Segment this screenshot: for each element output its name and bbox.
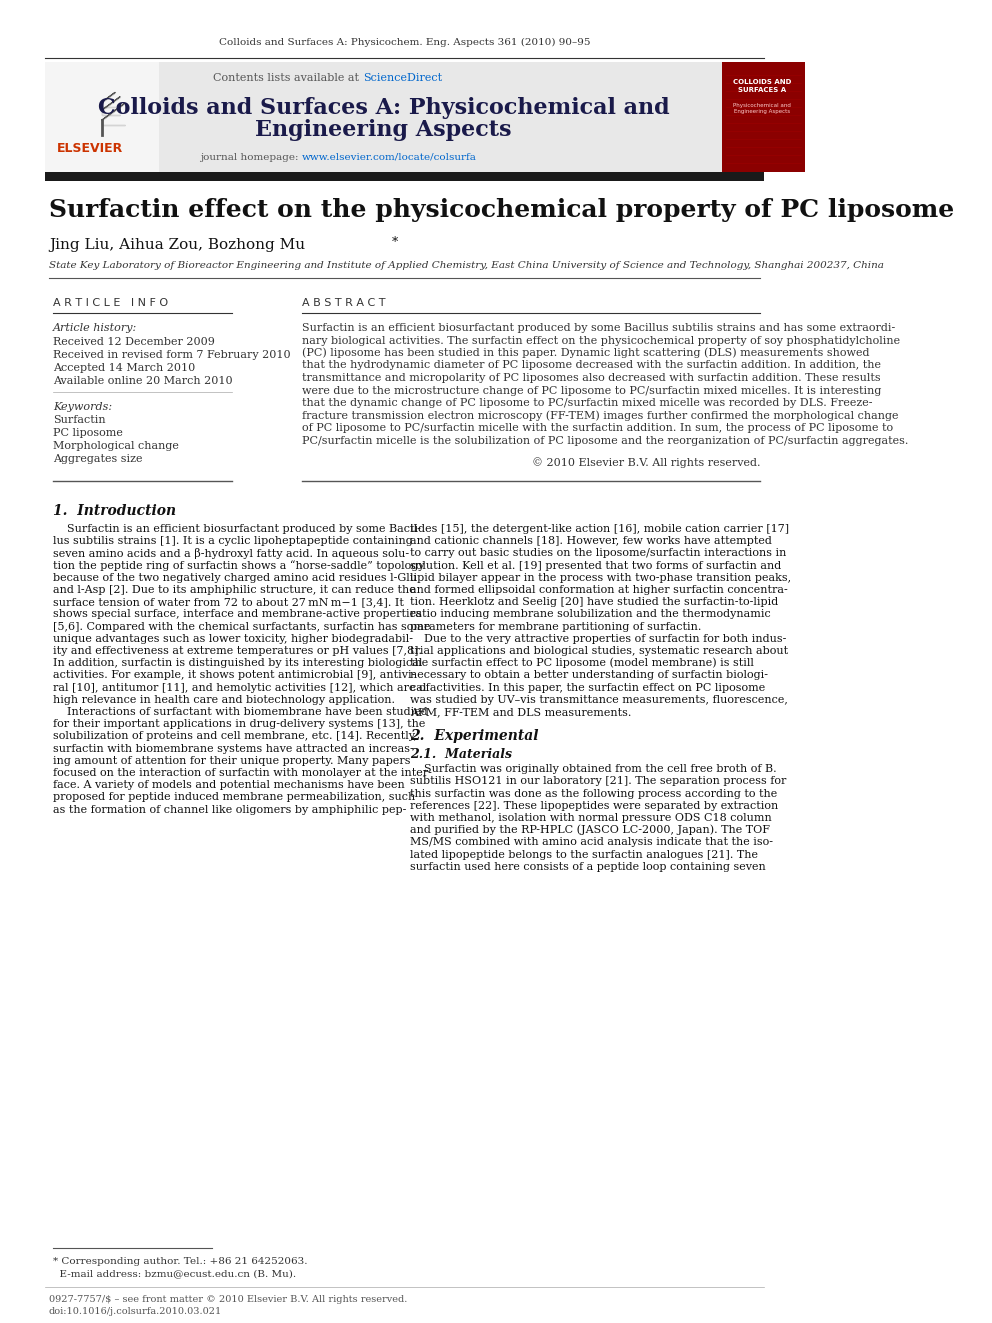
Text: Due to the very attractive properties of surfactin for both indus-: Due to the very attractive properties of…	[411, 634, 787, 644]
Text: Interactions of surfactant with biomembrane have been studied: Interactions of surfactant with biomembr…	[53, 706, 428, 717]
Text: solubilization of proteins and cell membrane, etc. [14]. Recently,: solubilization of proteins and cell memb…	[53, 732, 417, 741]
Text: Article history:: Article history:	[53, 323, 137, 333]
Text: 0927-7757/$ – see front matter © 2010 Elsevier B.V. All rights reserved.: 0927-7757/$ – see front matter © 2010 El…	[49, 1295, 408, 1304]
Text: for their important applications in drug-delivery systems [13], the: for their important applications in drug…	[53, 720, 426, 729]
Text: Engineering Aspects: Engineering Aspects	[734, 110, 790, 115]
Text: Received 12 December 2009: Received 12 December 2009	[53, 337, 215, 347]
Text: seven amino acids and a β-hydroxyl fatty acid. In aqueous solu-: seven amino acids and a β-hydroxyl fatty…	[53, 548, 409, 558]
Text: with methanol, isolation with normal pressure ODS C18 column: with methanol, isolation with normal pre…	[411, 814, 772, 823]
Text: PC liposome: PC liposome	[53, 429, 123, 438]
Bar	[722, 62, 805, 172]
Text: tion. Heerklotz and Seelig [20] have studied the surfactin-to-lipid: tion. Heerklotz and Seelig [20] have stu…	[411, 597, 779, 607]
Text: ing amount of attention for their unique property. Many papers: ing amount of attention for their unique…	[53, 755, 411, 766]
Text: 1.  Introduction: 1. Introduction	[53, 504, 177, 519]
Text: [5,6]. Compared with the chemical surfactants, surfactin has some: [5,6]. Compared with the chemical surfac…	[53, 622, 431, 631]
Text: references [22]. These lipopeptides were separated by extraction: references [22]. These lipopeptides were…	[411, 800, 779, 811]
Text: A B S T R A C T: A B S T R A C T	[302, 298, 385, 308]
Text: Contents lists available at: Contents lists available at	[213, 73, 363, 83]
Text: A R T I C L E   I N F O: A R T I C L E I N F O	[53, 298, 168, 308]
Text: Physicochemical and: Physicochemical and	[733, 102, 791, 107]
Text: (PC) liposome has been studied in this paper. Dynamic light scattering (DLS) mea: (PC) liposome has been studied in this p…	[302, 348, 869, 359]
Text: journal homepage:: journal homepage:	[200, 152, 302, 161]
Text: surfactin with biomembrane systems have attracted an increas-: surfactin with biomembrane systems have …	[53, 744, 414, 754]
Text: ratio inducing membrane solubilization and the thermodynamic: ratio inducing membrane solubilization a…	[411, 610, 771, 619]
Text: Morphological change: Morphological change	[53, 441, 179, 451]
Text: MS/MS combined with amino acid analysis indicate that the iso-: MS/MS combined with amino acid analysis …	[411, 837, 773, 848]
Text: doi:10.1016/j.colsurfa.2010.03.021: doi:10.1016/j.colsurfa.2010.03.021	[49, 1307, 222, 1316]
Text: Surfactin is an efficient biosurfactant produced by some Bacillus subtilis strai: Surfactin is an efficient biosurfactant …	[302, 323, 895, 333]
Text: was studied by UV–vis transmittance measurements, fluorescence,: was studied by UV–vis transmittance meas…	[411, 695, 788, 705]
Text: proposed for peptide induced membrane permeabilization, such: proposed for peptide induced membrane pe…	[53, 792, 416, 803]
Text: 2.1.  Materials: 2.1. Materials	[411, 747, 512, 761]
Text: * Corresponding author. Tel.: +86 21 64252063.: * Corresponding author. Tel.: +86 21 642…	[53, 1257, 308, 1266]
Bar	[45, 172, 764, 181]
Text: PC/surfactin micelle is the solubilization of PC liposome and the reorganization: PC/surfactin micelle is the solubilizati…	[302, 435, 908, 446]
Text: Received in revised form 7 February 2010: Received in revised form 7 February 2010	[53, 351, 291, 360]
Text: 2.  Experimental: 2. Experimental	[411, 729, 539, 744]
Text: tides [15], the detergent-like action [16], mobile cation carrier [17]: tides [15], the detergent-like action [1…	[411, 524, 790, 534]
Text: the surfactin effect to PC liposome (model membrane) is still: the surfactin effect to PC liposome (mod…	[411, 658, 754, 668]
Text: and purified by the RP-HPLC (JASCO LC-2000, Japan). The TOF: and purified by the RP-HPLC (JASCO LC-20…	[411, 826, 770, 836]
Text: In addition, surfactin is distinguished by its interesting biological: In addition, surfactin is distinguished …	[53, 659, 423, 668]
Text: this surfactin was done as the following process according to the: this surfactin was done as the following…	[411, 789, 778, 799]
Text: transmittance and micropolarity of PC liposomes also decreased with surfactin ad: transmittance and micropolarity of PC li…	[302, 373, 880, 382]
Text: that the dynamic change of PC liposome to PC/surfactin mixed micelle was recorde: that the dynamic change of PC liposome t…	[302, 398, 872, 407]
Text: COLLOIDS AND: COLLOIDS AND	[732, 79, 791, 85]
Text: Jing Liu, Aihua Zou, Bozhong Mu: Jing Liu, Aihua Zou, Bozhong Mu	[49, 238, 306, 251]
Text: and cationic channels [18]. However, few works have attempted: and cationic channels [18]. However, few…	[411, 536, 772, 546]
Text: Surfactin was originally obtained from the cell free broth of B.: Surfactin was originally obtained from t…	[411, 765, 777, 774]
Text: focused on the interaction of surfactin with monolayer at the inter-: focused on the interaction of surfactin …	[53, 767, 432, 778]
Text: E-mail address: bzmu@ecust.edu.cn (B. Mu).: E-mail address: bzmu@ecust.edu.cn (B. Mu…	[53, 1270, 297, 1278]
Text: necessary to obtain a better understanding of surfactin biologi-: necessary to obtain a better understandi…	[411, 671, 768, 680]
Text: lipid bilayer appear in the process with two-phase transition peaks,: lipid bilayer appear in the process with…	[411, 573, 792, 583]
Text: AFM, FF-TEM and DLS measurements.: AFM, FF-TEM and DLS measurements.	[411, 706, 632, 717]
Text: fracture transmission electron microscopy (FF-TEM) images further confirmed the : fracture transmission electron microscop…	[302, 410, 899, 421]
Text: ScienceDirect: ScienceDirect	[363, 73, 442, 83]
Text: trial applications and biological studies, systematic research about: trial applications and biological studie…	[411, 646, 789, 656]
Text: and l-Asp [2]. Due to its amphiphilic structure, it can reduce the: and l-Asp [2]. Due to its amphiphilic st…	[53, 585, 416, 595]
Text: activities. For example, it shows potent antimicrobial [9], antivi-: activities. For example, it shows potent…	[53, 671, 416, 680]
Text: ELSEVIER: ELSEVIER	[57, 142, 123, 155]
Text: Surfactin: Surfactin	[53, 415, 105, 425]
Text: Accepted 14 March 2010: Accepted 14 March 2010	[53, 363, 195, 373]
Text: were due to the microstructure change of PC liposome to PC/surfactin mixed micel: were due to the microstructure change of…	[302, 385, 881, 396]
Text: tion the peptide ring of surfactin shows a “horse-saddle” topology: tion the peptide ring of surfactin shows…	[53, 560, 425, 572]
Text: © 2010 Elsevier B.V. All rights reserved.: © 2010 Elsevier B.V. All rights reserved…	[532, 458, 760, 468]
Text: high relevance in health care and biotechnology application.: high relevance in health care and biotec…	[53, 695, 395, 705]
Bar	[45, 62, 722, 177]
Text: Engineering Aspects: Engineering Aspects	[255, 119, 512, 142]
Text: Available online 20 March 2010: Available online 20 March 2010	[53, 376, 233, 386]
Text: because of the two negatively charged amino acid residues l-Glu: because of the two negatively charged am…	[53, 573, 417, 583]
Text: of PC liposome to PC/surfactin micelle with the surfactin addition. In sum, the : of PC liposome to PC/surfactin micelle w…	[302, 423, 893, 433]
Text: cal activities. In this paper, the surfactin effect on PC liposome: cal activities. In this paper, the surfa…	[411, 683, 766, 693]
Text: and formed ellipsoidal conformation at higher surfactin concentra-: and formed ellipsoidal conformation at h…	[411, 585, 788, 595]
Text: surface tension of water from 72 to about 27 mN m−1 [3,4]. It: surface tension of water from 72 to abou…	[53, 597, 404, 607]
Text: that the hydrodynamic diameter of PC liposome decreased with the surfactin addit: that the hydrodynamic diameter of PC lip…	[302, 360, 881, 370]
Text: Surfactin is an efficient biosurfactant produced by some Bacil-: Surfactin is an efficient biosurfactant …	[53, 524, 421, 534]
Bar	[45, 62, 159, 172]
Text: parameters for membrane partitioning of surfactin.: parameters for membrane partitioning of …	[411, 622, 701, 631]
Text: ity and effectiveness at extreme temperatures or pH values [7,8].: ity and effectiveness at extreme tempera…	[53, 646, 422, 656]
Text: nary biological activities. The surfactin effect on the physicochemical property: nary biological activities. The surfacti…	[302, 336, 900, 345]
Text: shows special surface, interface and membrane-active properties: shows special surface, interface and mem…	[53, 610, 422, 619]
Text: Colloids and Surfaces A: Physicochem. Eng. Aspects 361 (2010) 90–95: Colloids and Surfaces A: Physicochem. En…	[219, 37, 590, 46]
Text: to carry out basic studies on the liposome/surfactin interactions in: to carry out basic studies on the liposo…	[411, 549, 787, 558]
Text: Keywords:: Keywords:	[53, 402, 112, 411]
Text: solution. Kell et al. [19] presented that two forms of surfactin and: solution. Kell et al. [19] presented tha…	[411, 561, 782, 570]
Text: subtilis HSO121 in our laboratory [21]. The separation process for: subtilis HSO121 in our laboratory [21]. …	[411, 777, 787, 786]
Text: SURFACES A: SURFACES A	[738, 87, 786, 93]
Text: unique advantages such as lower toxicity, higher biodegradabil-: unique advantages such as lower toxicity…	[53, 634, 413, 644]
Text: lus subtilis strains [1]. It is a cyclic lipoheptapeptide containing: lus subtilis strains [1]. It is a cyclic…	[53, 536, 413, 546]
Text: Colloids and Surfaces A: Physicochemical and: Colloids and Surfaces A: Physicochemical…	[97, 97, 670, 119]
Text: surfactin used here consists of a peptide loop containing seven: surfactin used here consists of a peptid…	[411, 861, 766, 872]
Text: face. A variety of models and potential mechanisms have been: face. A variety of models and potential …	[53, 781, 405, 790]
Text: as the formation of channel like oligomers by amphiphilic pep-: as the formation of channel like oligome…	[53, 804, 407, 815]
Text: *: *	[392, 237, 399, 250]
Text: ral [10], antitumor [11], and hemolytic activities [12], which are of: ral [10], antitumor [11], and hemolytic …	[53, 683, 430, 693]
Text: Aggregates size: Aggregates size	[53, 454, 143, 464]
Text: www.elsevier.com/locate/colsurfa: www.elsevier.com/locate/colsurfa	[302, 152, 476, 161]
Text: Surfactin effect on the physicochemical property of PC liposome: Surfactin effect on the physicochemical …	[49, 198, 954, 222]
Text: State Key Laboratory of Bioreactor Engineering and Institute of Applied Chemistr: State Key Laboratory of Bioreactor Engin…	[49, 261, 884, 270]
Text: lated lipopeptide belongs to the surfactin analogues [21]. The: lated lipopeptide belongs to the surfact…	[411, 849, 758, 860]
